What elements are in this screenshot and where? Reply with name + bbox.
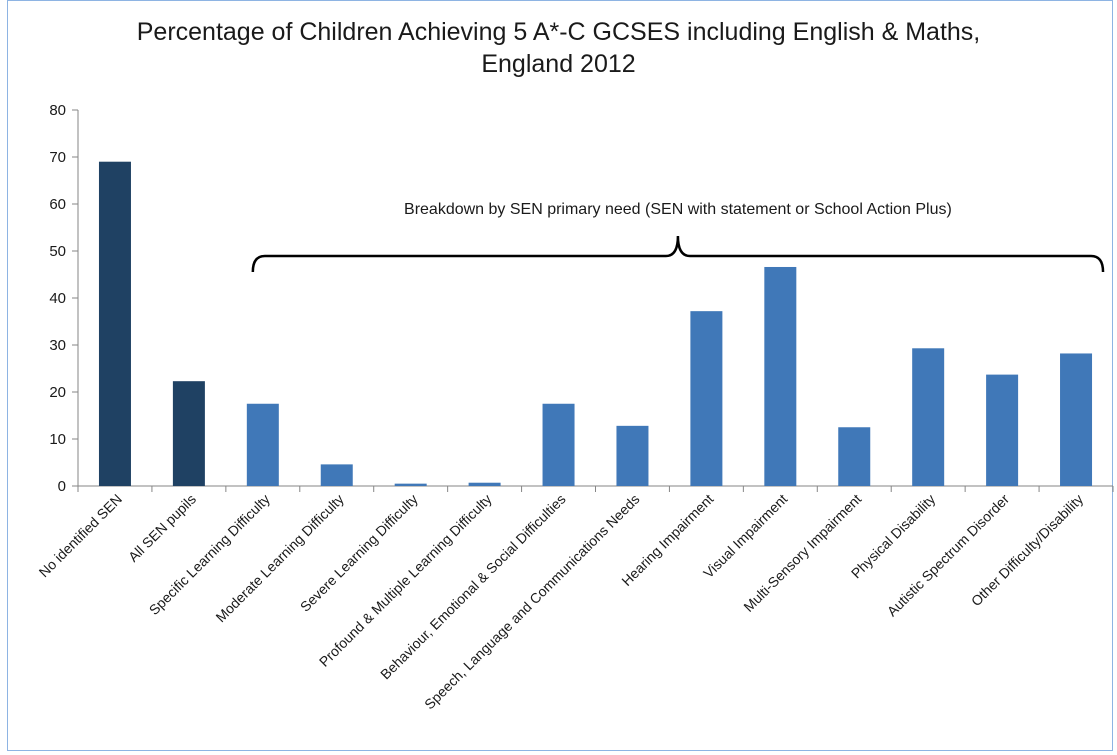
breakdown-annotation-label: Breakdown by SEN primary need (SEN with … [404, 201, 952, 218]
bars [98, 161, 1093, 486]
x-tick-label: All SEN pupils [125, 491, 199, 565]
y-tick-label: 80 [49, 102, 66, 119]
x-tick-label: Autistic Spectrum Disorder [884, 491, 1013, 620]
bar [690, 311, 723, 486]
y-tick-label: 0 [58, 478, 66, 495]
bar [246, 403, 279, 486]
x-tick-label: No identified SEN [36, 491, 125, 580]
x-tick-label: Specific Learning Difficulty [146, 491, 273, 618]
bar [986, 374, 1019, 486]
chart-title-line-2: England 2012 [481, 50, 636, 78]
y-tick-label: 10 [49, 431, 66, 448]
x-tick-label: Severe Learning Difficulty [297, 491, 421, 615]
y-axis: 0 10 20 30 40 50 60 70 80 [49, 102, 79, 495]
bar [764, 266, 797, 486]
bar [394, 483, 427, 486]
bar [912, 348, 945, 486]
y-tick-label: 20 [49, 384, 66, 401]
bar [542, 403, 575, 486]
bar [172, 381, 205, 486]
bar [616, 425, 649, 486]
x-tick-labels: No identified SEN All SEN pupilsSpecific … [36, 491, 1087, 713]
x-axis [77, 485, 1114, 492]
bar [468, 482, 501, 486]
x-tick-label: Multi-Sensory Impairment [740, 491, 864, 615]
breakdown-annotation: Breakdown by SEN primary need (SEN with … [251, 201, 1105, 273]
bar [838, 427, 871, 486]
y-tick-label: 40 [49, 290, 66, 307]
chart-title: Percentage of Children Achieving 5 A*-C … [0, 16, 1117, 80]
y-tick-label: 70 [49, 149, 66, 166]
bar [98, 161, 131, 486]
bar [1060, 353, 1093, 486]
y-tick-label: 50 [49, 243, 66, 260]
x-tick-label: Moderate Learning Difficulty [212, 491, 346, 625]
y-tick-label: 60 [49, 196, 66, 213]
breakdown-brace [251, 235, 1105, 273]
chart-title-line-1: Percentage of Children Achieving 5 A*-C … [136, 18, 981, 46]
y-tick-label: 30 [49, 337, 66, 354]
bar [320, 464, 353, 486]
